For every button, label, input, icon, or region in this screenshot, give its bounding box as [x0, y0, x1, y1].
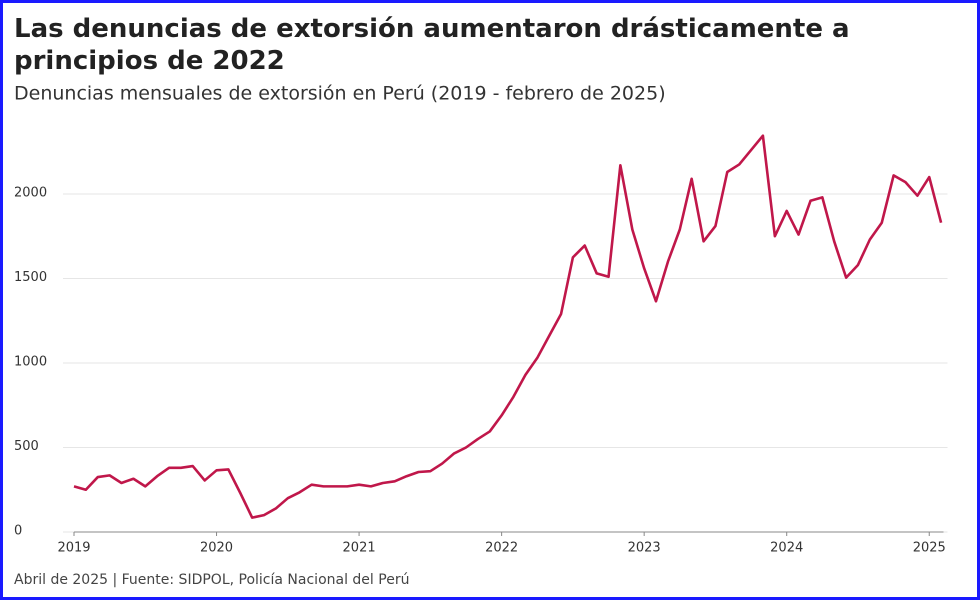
- x-tick-label: 2020: [200, 541, 233, 556]
- x-tick-label: 2021: [343, 541, 376, 556]
- chart-subtitle: Denuncias mensuales de extorsión en Perú…: [14, 83, 666, 105]
- y-tick-label: 1000: [14, 355, 47, 370]
- chart-title: Las denuncias de extorsión aumentaron dr…: [14, 14, 850, 76]
- x-tick-label: 2025: [913, 541, 946, 556]
- y-tick-label: 500: [14, 439, 39, 454]
- data-line: [73, 134, 943, 519]
- y-tick-label: 1500: [14, 270, 47, 285]
- y-tick-label: 0: [14, 524, 22, 539]
- x-tick-label: 2022: [485, 541, 518, 556]
- x-tick-label: 2024: [770, 541, 803, 556]
- x-tick-label: 2023: [628, 541, 661, 556]
- x-tick-label: 2019: [57, 541, 90, 556]
- chart: Las denuncias de extorsión aumentaron dr…: [14, 14, 948, 588]
- chart-footer: Abril de 2025 | Fuente: SIDPOL, Policía …: [14, 572, 409, 588]
- y-tick-label: 2000: [14, 186, 47, 201]
